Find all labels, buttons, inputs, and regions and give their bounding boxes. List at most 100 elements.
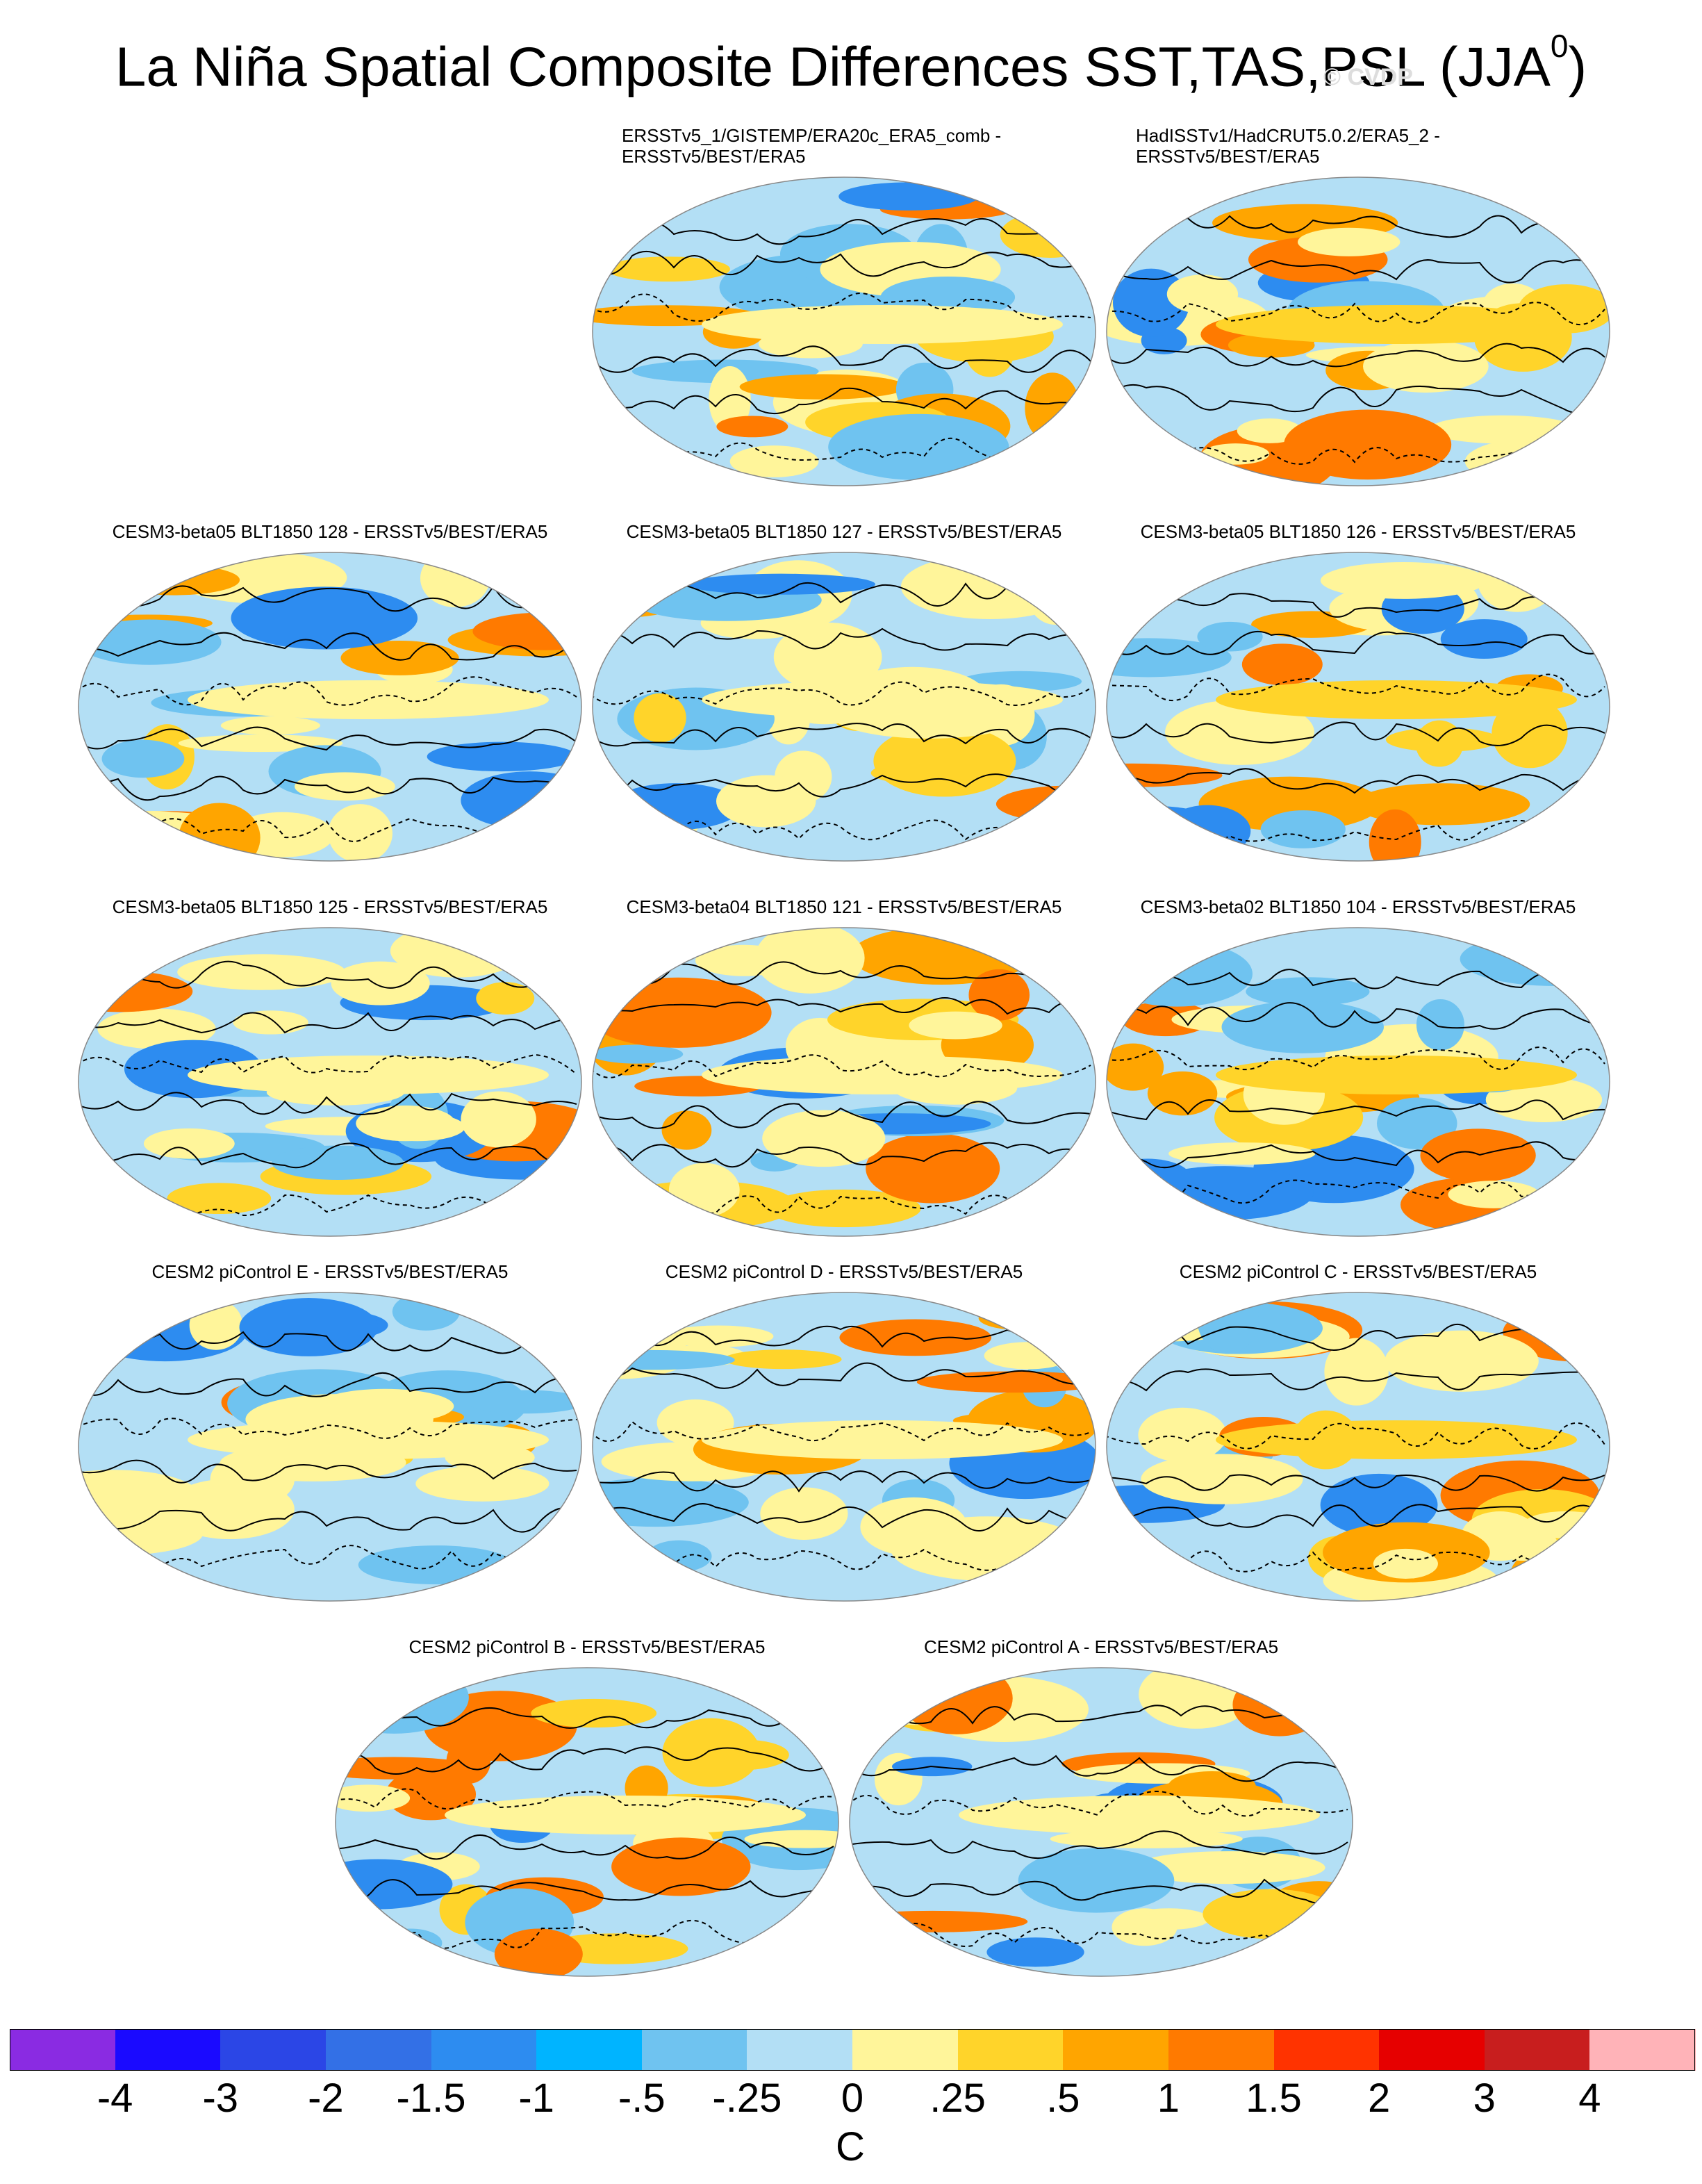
- global-map: [849, 1667, 1353, 1977]
- colorbar-swatch: [852, 2029, 959, 2071]
- panel-title: CESM2 piControl D - ERSSTv5/BEST/ERA5: [665, 1261, 1023, 1282]
- psl-contour: [593, 387, 1091, 415]
- anomaly-patch: [295, 772, 395, 801]
- anomaly-patch: [272, 1145, 404, 1180]
- colorbar-swatch: [1484, 2029, 1591, 2071]
- psl-contour: [1107, 721, 1605, 746]
- anomaly-patch: [986, 188, 1096, 213]
- anomaly-patch: [1203, 1889, 1339, 1939]
- map-panel: CESM3-beta05 BLT1850 127 - ERSSTv5/BEST/…: [590, 521, 1098, 910]
- psl-contour: [1107, 969, 1605, 990]
- anomaly-patch: [1232, 1673, 1326, 1736]
- anomaly-patch: [606, 256, 731, 282]
- anomaly-patch: [754, 928, 865, 994]
- psl-contour: [850, 1700, 1348, 1725]
- anomaly-patch: [1132, 1851, 1325, 1885]
- psl-contour: [79, 960, 577, 989]
- psl-contour: [593, 1362, 1091, 1389]
- colorbar-unit: C: [836, 2124, 865, 2169]
- anomaly-patch: [668, 1163, 740, 1217]
- psl-contour: [336, 1879, 834, 1903]
- map-panel: CESM2 piControl C - ERSSTv5/BEST/ERA5: [1105, 1261, 1612, 1650]
- anomaly-patch: [1440, 619, 1528, 659]
- anomaly-patch: [1511, 1197, 1610, 1214]
- panel-title: CESM2 piControl E - ERSSTv5/BEST/ERA5: [151, 1261, 509, 1282]
- anomaly-patch: [1018, 1848, 1175, 1913]
- equatorial-band: [1216, 305, 1577, 344]
- map-outline: [592, 1292, 1096, 1602]
- panel-title: CESM3-beta05 BLT1850 125 - ERSSTv5/BEST/…: [112, 896, 548, 917]
- equatorial-band: [702, 1420, 1063, 1459]
- psl-contour: [1107, 1422, 1605, 1450]
- anomaly-patch: [634, 693, 686, 743]
- anomaly-patch: [1197, 621, 1263, 652]
- equatorial-band: [188, 680, 549, 719]
- map-panel: CESM2 piControl D - ERSSTv5/BEST/ERA5: [590, 1261, 1098, 1650]
- anomaly-patch: [873, 725, 1016, 797]
- psl-contour: [1107, 259, 1605, 284]
- psl-contour: [850, 1755, 1348, 1782]
- anomaly-patch: [909, 1011, 1002, 1040]
- anomaly-patch: [1128, 1908, 1209, 1930]
- psl-contour: [336, 1788, 834, 1812]
- anomaly-patch: [686, 573, 875, 595]
- map-outline: [592, 176, 1096, 486]
- psl-contour: [1107, 1002, 1605, 1030]
- psl-contour: [336, 1834, 834, 1860]
- anomaly-patch: [1168, 1771, 1256, 1800]
- panel-title: HadISSTv1/HadCRUT5.0.2/ERA5_2 - ERSSTv5/…: [1136, 125, 1440, 167]
- panel-title: ERSSTv5_1/GISTEMP/ERA20c_ERA5_comb - ERS…: [622, 125, 1002, 167]
- anomaly-patch: [101, 739, 185, 778]
- map-panel: CESM3-beta04 BLT1850 121 - ERSSTv5/BEST/…: [590, 896, 1098, 1286]
- anomaly-patch: [839, 1319, 992, 1356]
- psl-contour: [79, 1142, 577, 1169]
- anomaly-patch: [79, 939, 144, 992]
- anomaly-patch: [1112, 268, 1190, 337]
- anomaly-patch: [1164, 805, 1251, 857]
- colorbar-tick-label: .5: [1046, 2076, 1080, 2121]
- colorbar-tick-label: .25: [930, 2076, 986, 2121]
- colorbar-tick-label: 1: [1157, 2076, 1180, 2121]
- psl-contour: [593, 1503, 1091, 1532]
- psl-contour: [79, 1012, 577, 1034]
- map-panel: CESM3-beta02 BLT1850 104 - ERSSTv5/BEST/…: [1105, 896, 1612, 1286]
- psl-contour: [593, 1470, 1091, 1493]
- anomaly-patch: [1141, 1454, 1303, 1504]
- anomaly-patch: [1241, 643, 1323, 686]
- colorbar-swatch: [1168, 2029, 1275, 2071]
- equatorial-band: [959, 1796, 1320, 1834]
- global-map: [592, 552, 1096, 862]
- anomaly-patch: [531, 1698, 657, 1728]
- anomaly-patch: [446, 1738, 491, 1784]
- anomaly-patch: [358, 1545, 514, 1584]
- anomaly-patch: [1147, 1071, 1218, 1116]
- equatorial-band: [188, 1420, 549, 1459]
- anomaly-patch: [986, 1937, 1084, 1967]
- psl-contour: [593, 723, 1091, 747]
- global-map: [1106, 176, 1610, 486]
- colorbar-swatch: [220, 2029, 327, 2071]
- anomaly-patch: [716, 775, 816, 828]
- psl-contour: [850, 1791, 1348, 1817]
- colorbar-swatch: [325, 2029, 432, 2071]
- anomaly-patch: [79, 1470, 201, 1525]
- anomaly-patch: [760, 1487, 848, 1541]
- colorbar-tick-label: -3: [202, 2076, 239, 2121]
- psl-contour: [79, 775, 577, 801]
- map-outline: [592, 927, 1096, 1237]
- psl-contour: [79, 1331, 577, 1354]
- anomaly-patch: [1492, 698, 1568, 769]
- figure-title-close: ): [1568, 35, 1587, 98]
- anomaly-patch: [465, 1390, 581, 1414]
- anomaly-patch: [662, 1718, 761, 1787]
- anomaly-patch: [1420, 1128, 1536, 1183]
- psl-contour: [79, 676, 577, 706]
- anomaly-patch: [1320, 1473, 1438, 1536]
- anomaly-patch: [646, 1540, 712, 1573]
- map-panel: CESM3-beta05 BLT1850 125 - ERSSTv5/BEST/…: [76, 896, 584, 1286]
- anomaly-patch: [331, 961, 430, 1005]
- anomaly-patch: [723, 1349, 842, 1370]
- anomaly-patch: [890, 1516, 1085, 1582]
- anomaly-patch: [1260, 810, 1346, 848]
- anomaly-patch: [739, 374, 907, 400]
